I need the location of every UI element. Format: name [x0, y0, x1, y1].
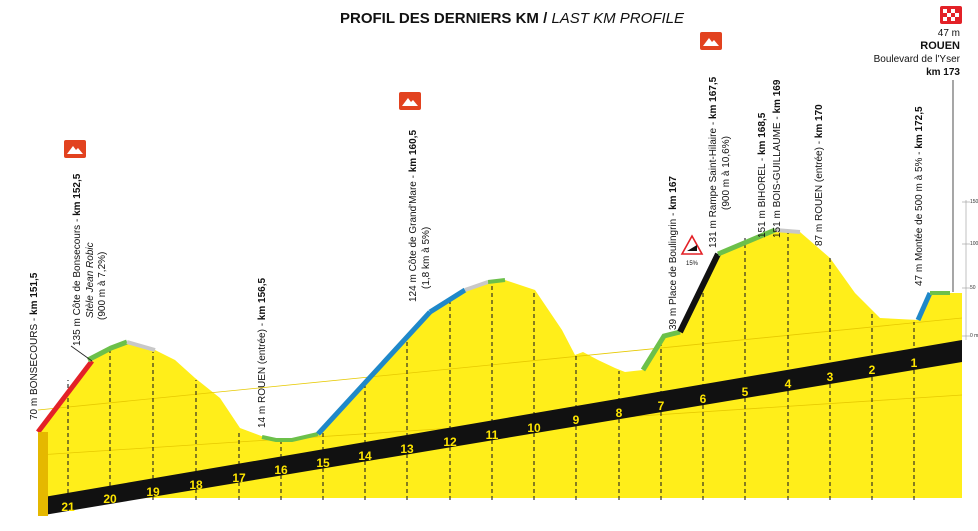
- label-stele-jean-robic: Stèle Jean Robic: [85, 242, 96, 318]
- label-cote-bonsecours: 135 m Côte de Bonsecours - km 152,5: [72, 173, 83, 346]
- label-rampe-grade: (900 m à 10,6%): [721, 136, 732, 210]
- title-separator: /: [539, 10, 552, 27]
- km-marker-5: 5: [742, 385, 749, 399]
- alt-tick-50: 50: [970, 285, 976, 291]
- grade-red-segment: [36, 359, 94, 434]
- title-en: LAST KM PROFILE: [551, 10, 685, 27]
- km-marker-18: 18: [189, 478, 203, 492]
- climb-mountain-icon: [64, 140, 86, 158]
- finish-town: ROUEN: [920, 40, 960, 52]
- km-marker-9: 9: [573, 413, 580, 427]
- grade-gray-segment: [464, 280, 489, 292]
- label-bonsecours: 70 m BONSECOURS - km 151,5: [29, 272, 40, 420]
- leader-bonsecours-climb: [70, 345, 93, 362]
- label-montee: 47 m Montée de 500 m à 5% - km 172,5: [914, 106, 925, 286]
- grade-blue-segment: [915, 291, 933, 322]
- label-cote-grand-mare: 124 m Côte de Grand'Mare - km 160,5: [408, 130, 419, 302]
- grade-green-segment: [261, 432, 319, 442]
- label-boulingrin: 39 m Place de Boulingrin - km 167: [668, 176, 679, 330]
- km-marker-14: 14: [358, 449, 372, 463]
- gradient-warning-value: 15%: [686, 261, 699, 267]
- label-rouen-entree-1: 14 m ROUEN (entrée) - km 156,5: [257, 277, 268, 428]
- title-fr: PROFIL DES DERNIERS KM: [340, 10, 539, 27]
- km-marker-2: 2: [869, 363, 876, 377]
- km-marker-20: 20: [103, 492, 117, 506]
- km-marker-1: 1: [911, 356, 918, 370]
- km-marker-4: 4: [785, 377, 792, 391]
- grade-green-segment: [640, 329, 681, 372]
- grade-green-segment: [487, 278, 506, 284]
- left-side: [38, 432, 48, 516]
- km-marker-16: 16: [274, 463, 288, 477]
- label-bihorel: 151 m BIHOREL - km 168,5: [757, 112, 768, 238]
- grade-blue-segment: [428, 287, 467, 315]
- km-marker-17: 17: [232, 471, 246, 485]
- grade-gray-segment: [774, 228, 801, 234]
- finish-km: km 173: [926, 67, 960, 78]
- label-bois-guillaume: 151 m BOIS-GUILLAUME - km 169: [772, 79, 783, 238]
- label-rouen-entree-2: 87 m ROUEN (entrée) - km 170: [814, 104, 825, 246]
- km-marker-10: 10: [527, 421, 541, 435]
- km-marker-19: 19: [146, 485, 160, 499]
- km-marker-12: 12: [443, 435, 457, 449]
- finish-altitude: 47 m: [938, 28, 960, 39]
- climb-mountain-icon: [700, 32, 722, 50]
- finish-flag-icon: [940, 6, 962, 24]
- gradient-line: [36, 227, 950, 442]
- alt-tick-0: 0 m: [970, 333, 978, 339]
- grade-green-segment: [86, 339, 128, 363]
- grade-black-segment: [677, 252, 721, 334]
- km-marker-13: 13: [400, 442, 414, 456]
- page-title: PROFIL DES DERNIERS KM / LAST KM PROFILE: [340, 10, 685, 27]
- finish-place: Boulevard de l'Yser: [874, 54, 961, 65]
- label-bonsecours-grade: (900 m à 7,2%): [97, 252, 108, 320]
- km-marker-8: 8: [616, 406, 623, 420]
- grade-blue-segment: [316, 310, 432, 436]
- grade-green-segment: [717, 227, 776, 257]
- km-marker-6: 6: [700, 392, 707, 406]
- label-grand-mare-grade: (1,8 km à 5%): [421, 227, 432, 289]
- km-marker-3: 3: [827, 370, 834, 384]
- km-marker-7: 7: [658, 399, 665, 413]
- km-marker-15: 15: [316, 456, 330, 470]
- climb-mountain-icon: [399, 92, 421, 110]
- alt-tick-150: 150: [970, 199, 978, 205]
- base-band: [38, 340, 962, 516]
- km-marker-21: 21: [61, 500, 75, 514]
- km-markers: 21 20 19 18 17 16 15 14 13 12 11 10 9 8 …: [61, 356, 917, 514]
- grade-gray-segment: [126, 340, 156, 352]
- gradient-warning-icon: 15%: [680, 234, 704, 267]
- label-rampe-st-hilaire: 131 m Rampe Saint-Hilaire - km 167,5: [708, 76, 719, 248]
- alt-tick-100: 100: [970, 241, 978, 247]
- altitude-scale: 150 100 50 0 m: [962, 199, 978, 340]
- km-marker-11: 11: [486, 428, 499, 442]
